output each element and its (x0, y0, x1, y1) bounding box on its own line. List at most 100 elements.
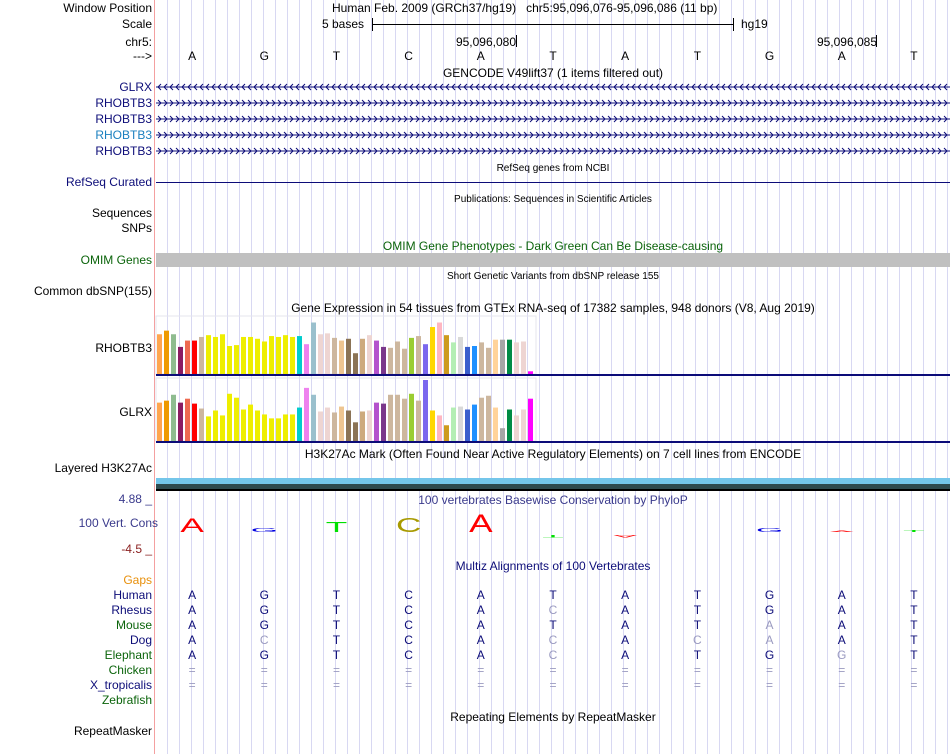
gtex-bar[interactable] (444, 425, 449, 441)
gtex-bar[interactable] (367, 410, 372, 442)
gtex-bar[interactable] (290, 414, 295, 441)
gtex-bar[interactable] (332, 337, 337, 374)
gtex-bar[interactable] (248, 336, 253, 374)
gtex-bar[interactable] (430, 327, 435, 374)
gtex-bar[interactable] (507, 409, 512, 441)
gtex-bar[interactable] (255, 410, 260, 442)
gtex-label-rhobtb3[interactable]: RHOBTB3 (95, 341, 152, 355)
gtex-bar[interactable] (423, 380, 428, 441)
omim-gene-bar[interactable] (156, 253, 950, 267)
gtex-bar[interactable] (157, 334, 162, 374)
gtex-bar[interactable] (234, 397, 239, 441)
gtex-bar[interactable] (220, 334, 225, 374)
gtex-bar[interactable] (479, 397, 484, 441)
gtex-bar[interactable] (458, 336, 463, 374)
gtex-bar[interactable] (374, 402, 379, 441)
gtex-bar[interactable] (276, 418, 281, 441)
gtex-bar[interactable] (493, 407, 498, 441)
gtex-bar[interactable] (402, 398, 407, 441)
gtex-bar[interactable] (283, 414, 288, 441)
species-label[interactable]: Chicken (108, 663, 152, 677)
gtex-bar[interactable] (409, 337, 414, 374)
gtex-bar[interactable] (297, 407, 302, 441)
gtex-bar[interactable] (269, 418, 274, 441)
h3k27ac-signal-light[interactable] (156, 478, 950, 484)
species-label[interactable]: Rhesus (111, 603, 152, 617)
gtex-label-glrx[interactable]: GLRX (119, 405, 152, 419)
gtex-bar[interactable] (164, 330, 169, 374)
gtex-bar[interactable] (451, 407, 456, 441)
gtex-bar[interactable] (360, 338, 365, 374)
gtex-bar[interactable] (178, 402, 183, 441)
gtex-bar[interactable] (500, 428, 505, 441)
gtex-bar[interactable] (486, 395, 491, 441)
gtex-bar[interactable] (304, 387, 309, 441)
gene-minus-strand-line[interactable] (156, 80, 950, 94)
gtex-bar[interactable] (192, 340, 197, 374)
gtex-bar[interactable] (213, 410, 218, 442)
gtex-bar[interactable] (507, 339, 512, 374)
phylop-logo[interactable]: A G T C A T A G A T (0, 0, 950, 560)
gene-plus-strand-line[interactable] (156, 128, 950, 142)
gtex-bar[interactable] (199, 336, 204, 374)
gtex-bar[interactable] (472, 404, 477, 441)
refseq-label[interactable]: RefSeq Curated (65, 175, 152, 189)
gtex-bar[interactable] (220, 415, 225, 441)
gtex-bar[interactable] (171, 394, 176, 441)
species-label[interactable]: Zebrafish (101, 693, 152, 707)
h3k27ac-label[interactable]: Layered H3K27Ac (54, 461, 152, 475)
species-label[interactable]: Elephant (104, 648, 152, 662)
gtex-bar[interactable] (451, 342, 456, 374)
gtex-bar[interactable] (262, 414, 267, 441)
gtex-bar[interactable] (528, 371, 533, 374)
gtex-bar[interactable] (262, 341, 267, 374)
gtex-bar[interactable] (528, 398, 533, 441)
snps-label[interactable]: SNPs (121, 221, 152, 235)
gtex-bar[interactable] (164, 400, 169, 441)
gtex-bar[interactable] (388, 394, 393, 441)
gtex-bar[interactable] (409, 393, 414, 441)
species-label[interactable]: Mouse (115, 618, 152, 632)
gtex-bar[interactable] (213, 336, 218, 374)
gtex-bar[interactable] (437, 415, 442, 441)
gtex-bar[interactable] (521, 341, 526, 374)
gtex-bar[interactable] (255, 338, 260, 374)
species-label[interactable]: Dog (129, 633, 152, 647)
gtex-bar[interactable] (325, 333, 330, 374)
gtex-bar[interactable] (276, 336, 281, 374)
gtex-bar[interactable] (416, 336, 421, 374)
gtex-bar[interactable] (157, 402, 162, 441)
gtex-bar[interactable] (234, 345, 239, 374)
gtex-bar[interactable] (479, 342, 484, 374)
h3k27ac-signal-dark[interactable] (156, 484, 950, 489)
gtex-bar[interactable] (388, 347, 393, 374)
gtex-bar[interactable] (185, 340, 190, 374)
repeatmasker-label[interactable]: RepeatMasker (73, 724, 152, 738)
phylop-label[interactable]: 100 Vert. Cons (78, 516, 158, 530)
species-label[interactable]: Human (113, 588, 152, 602)
gtex-bar[interactable] (423, 344, 428, 374)
gtex-bar[interactable] (269, 336, 274, 374)
gtex-bar[interactable] (171, 334, 176, 374)
gtex-bar[interactable] (437, 322, 442, 374)
gtex-bar[interactable] (472, 346, 477, 374)
gene-plus-strand-line[interactable] (156, 144, 950, 158)
gtex-bar[interactable] (206, 335, 211, 374)
refseq-line[interactable] (156, 182, 950, 183)
gtex-bar[interactable] (381, 346, 386, 374)
gtex-bar[interactable] (493, 339, 498, 374)
gtex-bar[interactable] (199, 408, 204, 441)
gtex-bar[interactable] (318, 411, 323, 441)
gtex-bar[interactable] (227, 346, 232, 374)
gtex-bar[interactable] (241, 409, 246, 441)
gtex-bar[interactable] (185, 398, 190, 441)
omim-label[interactable]: OMIM Genes (80, 253, 152, 267)
gtex-bar[interactable] (430, 410, 435, 442)
gtex-bar[interactable] (339, 340, 344, 374)
gtex-bar[interactable] (241, 336, 246, 374)
gene-label[interactable]: RHOBTB3 (95, 96, 152, 110)
gtex-bar[interactable] (465, 409, 470, 441)
dbsnp-label[interactable]: Common dbSNP(155) (33, 284, 152, 298)
gtex-bar[interactable] (283, 335, 288, 374)
